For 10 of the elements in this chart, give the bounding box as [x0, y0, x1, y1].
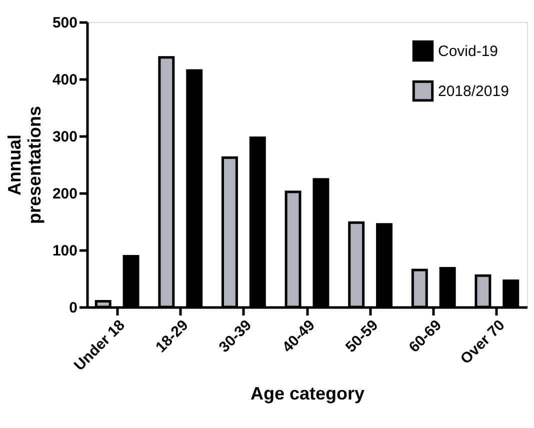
y-tick-label: 400 [52, 72, 78, 88]
y-tick-label: 300 [52, 128, 78, 146]
y-tick-label: 500 [52, 14, 78, 32]
y-tick-label: 200 [52, 186, 78, 202]
x-axis-title: Age category [250, 383, 365, 404]
y-axis-title: Annual presentations [4, 106, 44, 224]
legend-label: Covid-19 [438, 43, 498, 60]
y-tick-label: 100 [52, 242, 78, 260]
legend-label: 2018/2019 [438, 83, 509, 100]
y-tick-label: 0 [69, 300, 78, 316]
